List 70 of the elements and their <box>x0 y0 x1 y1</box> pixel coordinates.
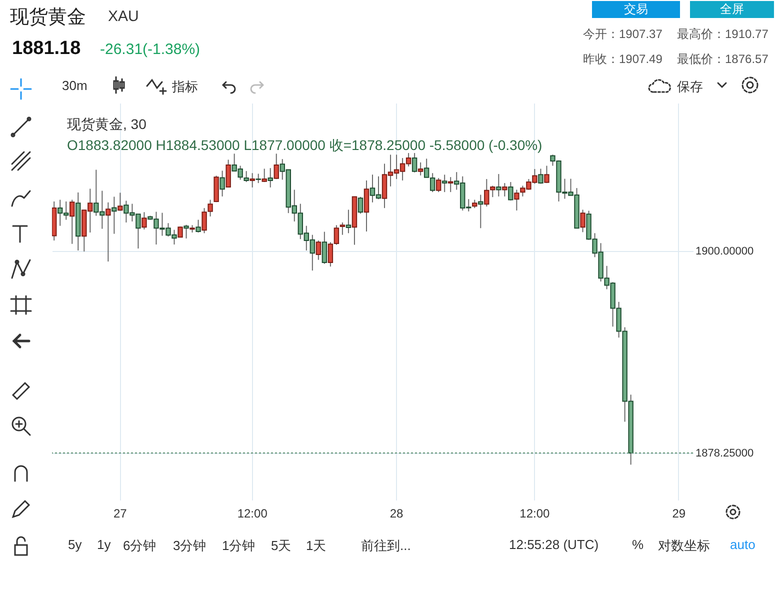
text: auto <box>730 537 756 552</box>
candlestick <box>106 202 111 262</box>
candlestick <box>256 173 261 184</box>
candlestick <box>244 170 249 183</box>
x-tick-label: 12:00 <box>237 506 268 520</box>
x-tick-label: 28 <box>390 506 404 520</box>
text: 前往到... <box>361 537 411 555</box>
y-tick-label: 1900.00000 <box>696 245 754 258</box>
text: 昨收：1907.49 <box>583 51 662 68</box>
candlestick <box>436 178 442 193</box>
candlestick <box>118 192 123 212</box>
candlestick <box>184 224 189 239</box>
candlestick <box>412 152 418 173</box>
text: 全屏 <box>690 1 774 18</box>
text: 5天 <box>271 537 292 555</box>
annotation: O1883.82000 H1884.53000 L1877.00000 收=1878.25000 -5.58000 (-0.30%) <box>67 137 542 155</box>
candlestick <box>580 209 586 233</box>
candlestick <box>250 172 255 188</box>
candlestick <box>262 168 267 183</box>
candlestick <box>226 159 231 188</box>
candlestick <box>418 162 424 176</box>
candlestick <box>316 240 322 260</box>
y-tick-label: 1878.25000 <box>696 448 754 460</box>
candlestick <box>502 182 508 197</box>
text: 1y <box>97 537 111 552</box>
text: 最低价：1876.57 <box>677 51 768 68</box>
x-tick-label: 27 <box>114 506 128 520</box>
candlestick <box>514 189 520 211</box>
text: 对数坐标 <box>658 537 710 555</box>
candlestick <box>274 153 279 180</box>
chart-title: 现货黄金 <box>10 6 86 30</box>
candlestick <box>220 170 225 197</box>
text: 12:55:28 (UTC) <box>509 537 599 552</box>
candlestick <box>496 174 502 197</box>
text: 指标 <box>172 78 198 96</box>
candlestick <box>142 212 147 230</box>
candlestick <box>268 168 273 188</box>
x-tick-label: 12:00 <box>520 506 550 520</box>
candlestick <box>346 209 352 234</box>
text: 3分钟 <box>173 537 206 555</box>
candlestick <box>196 219 201 234</box>
candlestick <box>442 174 448 193</box>
candlestick <box>508 182 514 201</box>
text: 6分钟 <box>123 537 156 555</box>
candlestick <box>484 178 490 207</box>
x-tick-label: 29 <box>672 506 686 520</box>
text: 最高价：1910.77 <box>677 26 768 43</box>
text: 5y <box>68 537 82 552</box>
text: 今开：1907.37 <box>583 26 662 43</box>
text: 保存 <box>677 78 703 96</box>
candlestick <box>364 180 370 232</box>
text: 1分钟 <box>222 537 256 555</box>
candlestick <box>358 196 364 214</box>
text: 1881.18 <box>12 38 81 60</box>
annotation: 现货黄金, 30 <box>67 116 146 134</box>
chart-subtitle: XAU <box>108 8 139 25</box>
text: 30m <box>62 78 88 93</box>
candlestick <box>544 165 550 184</box>
candlestick <box>538 168 544 184</box>
candlestick <box>448 176 454 193</box>
candlestick <box>112 196 117 234</box>
candlestick <box>478 194 484 229</box>
candlestick <box>70 199 75 244</box>
candlestick <box>340 222 346 236</box>
text: -26.31(-1.38%) <box>100 41 200 58</box>
text: 1天 <box>306 537 326 555</box>
candlestick <box>322 231 328 264</box>
text: % <box>632 537 644 552</box>
candlestick <box>490 185 496 198</box>
text: 交易 <box>592 1 680 18</box>
